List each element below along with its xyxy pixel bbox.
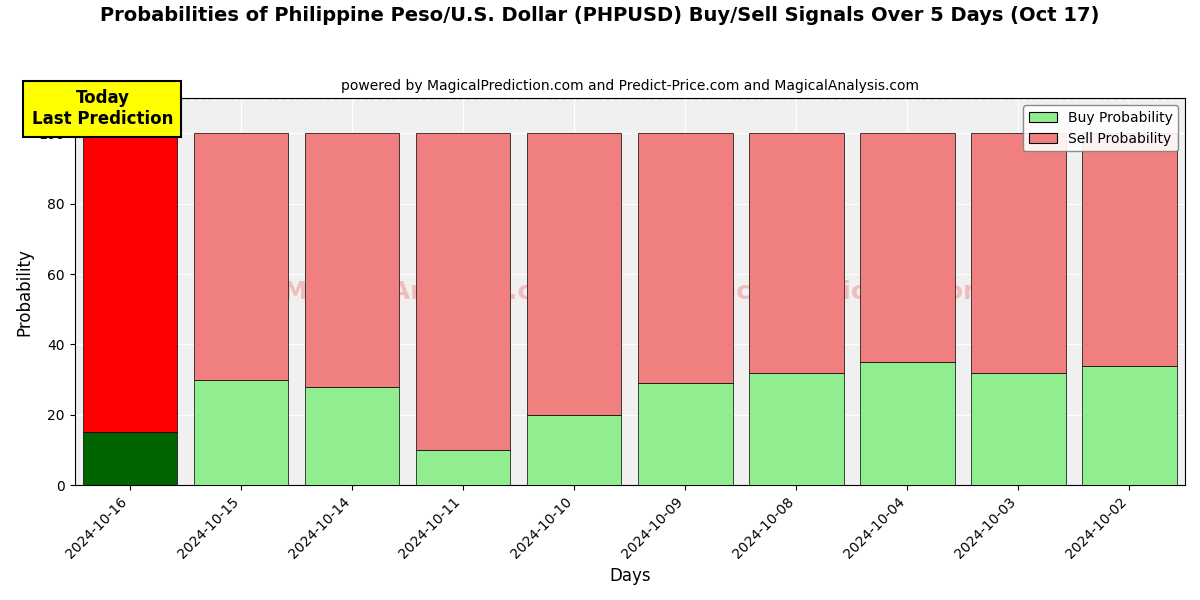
X-axis label: Days: Days (610, 567, 650, 585)
Bar (971, 133, 1066, 373)
Bar (749, 373, 844, 485)
Bar (305, 133, 400, 386)
Bar (416, 133, 510, 450)
Text: Probabilities of Philippine Peso/U.S. Dollar (PHPUSD) Buy/Sell Signals Over 5 Da: Probabilities of Philippine Peso/U.S. Do… (101, 6, 1099, 25)
Bar (305, 386, 400, 485)
Bar (83, 133, 178, 433)
Bar (1082, 365, 1177, 485)
Legend: Buy Probability, Sell Probability: Buy Probability, Sell Probability (1024, 105, 1178, 151)
Bar (860, 133, 955, 362)
Title: powered by MagicalPrediction.com and Predict-Price.com and MagicalAnalysis.com: powered by MagicalPrediction.com and Pre… (341, 79, 919, 93)
Bar (860, 362, 955, 485)
Bar (416, 450, 510, 485)
Bar (527, 415, 622, 485)
Text: Today
Last Prediction: Today Last Prediction (31, 89, 173, 128)
Bar (83, 433, 178, 485)
Text: MagicalPrediction.com: MagicalPrediction.com (670, 280, 990, 304)
Bar (194, 133, 288, 380)
Y-axis label: Probability: Probability (16, 248, 34, 335)
Bar (194, 380, 288, 485)
Bar (638, 383, 732, 485)
Bar (638, 133, 732, 383)
Text: MagicalAnalysis.com: MagicalAnalysis.com (283, 280, 577, 304)
Bar (527, 133, 622, 415)
Bar (1082, 133, 1177, 365)
Bar (749, 133, 844, 373)
Bar (971, 373, 1066, 485)
